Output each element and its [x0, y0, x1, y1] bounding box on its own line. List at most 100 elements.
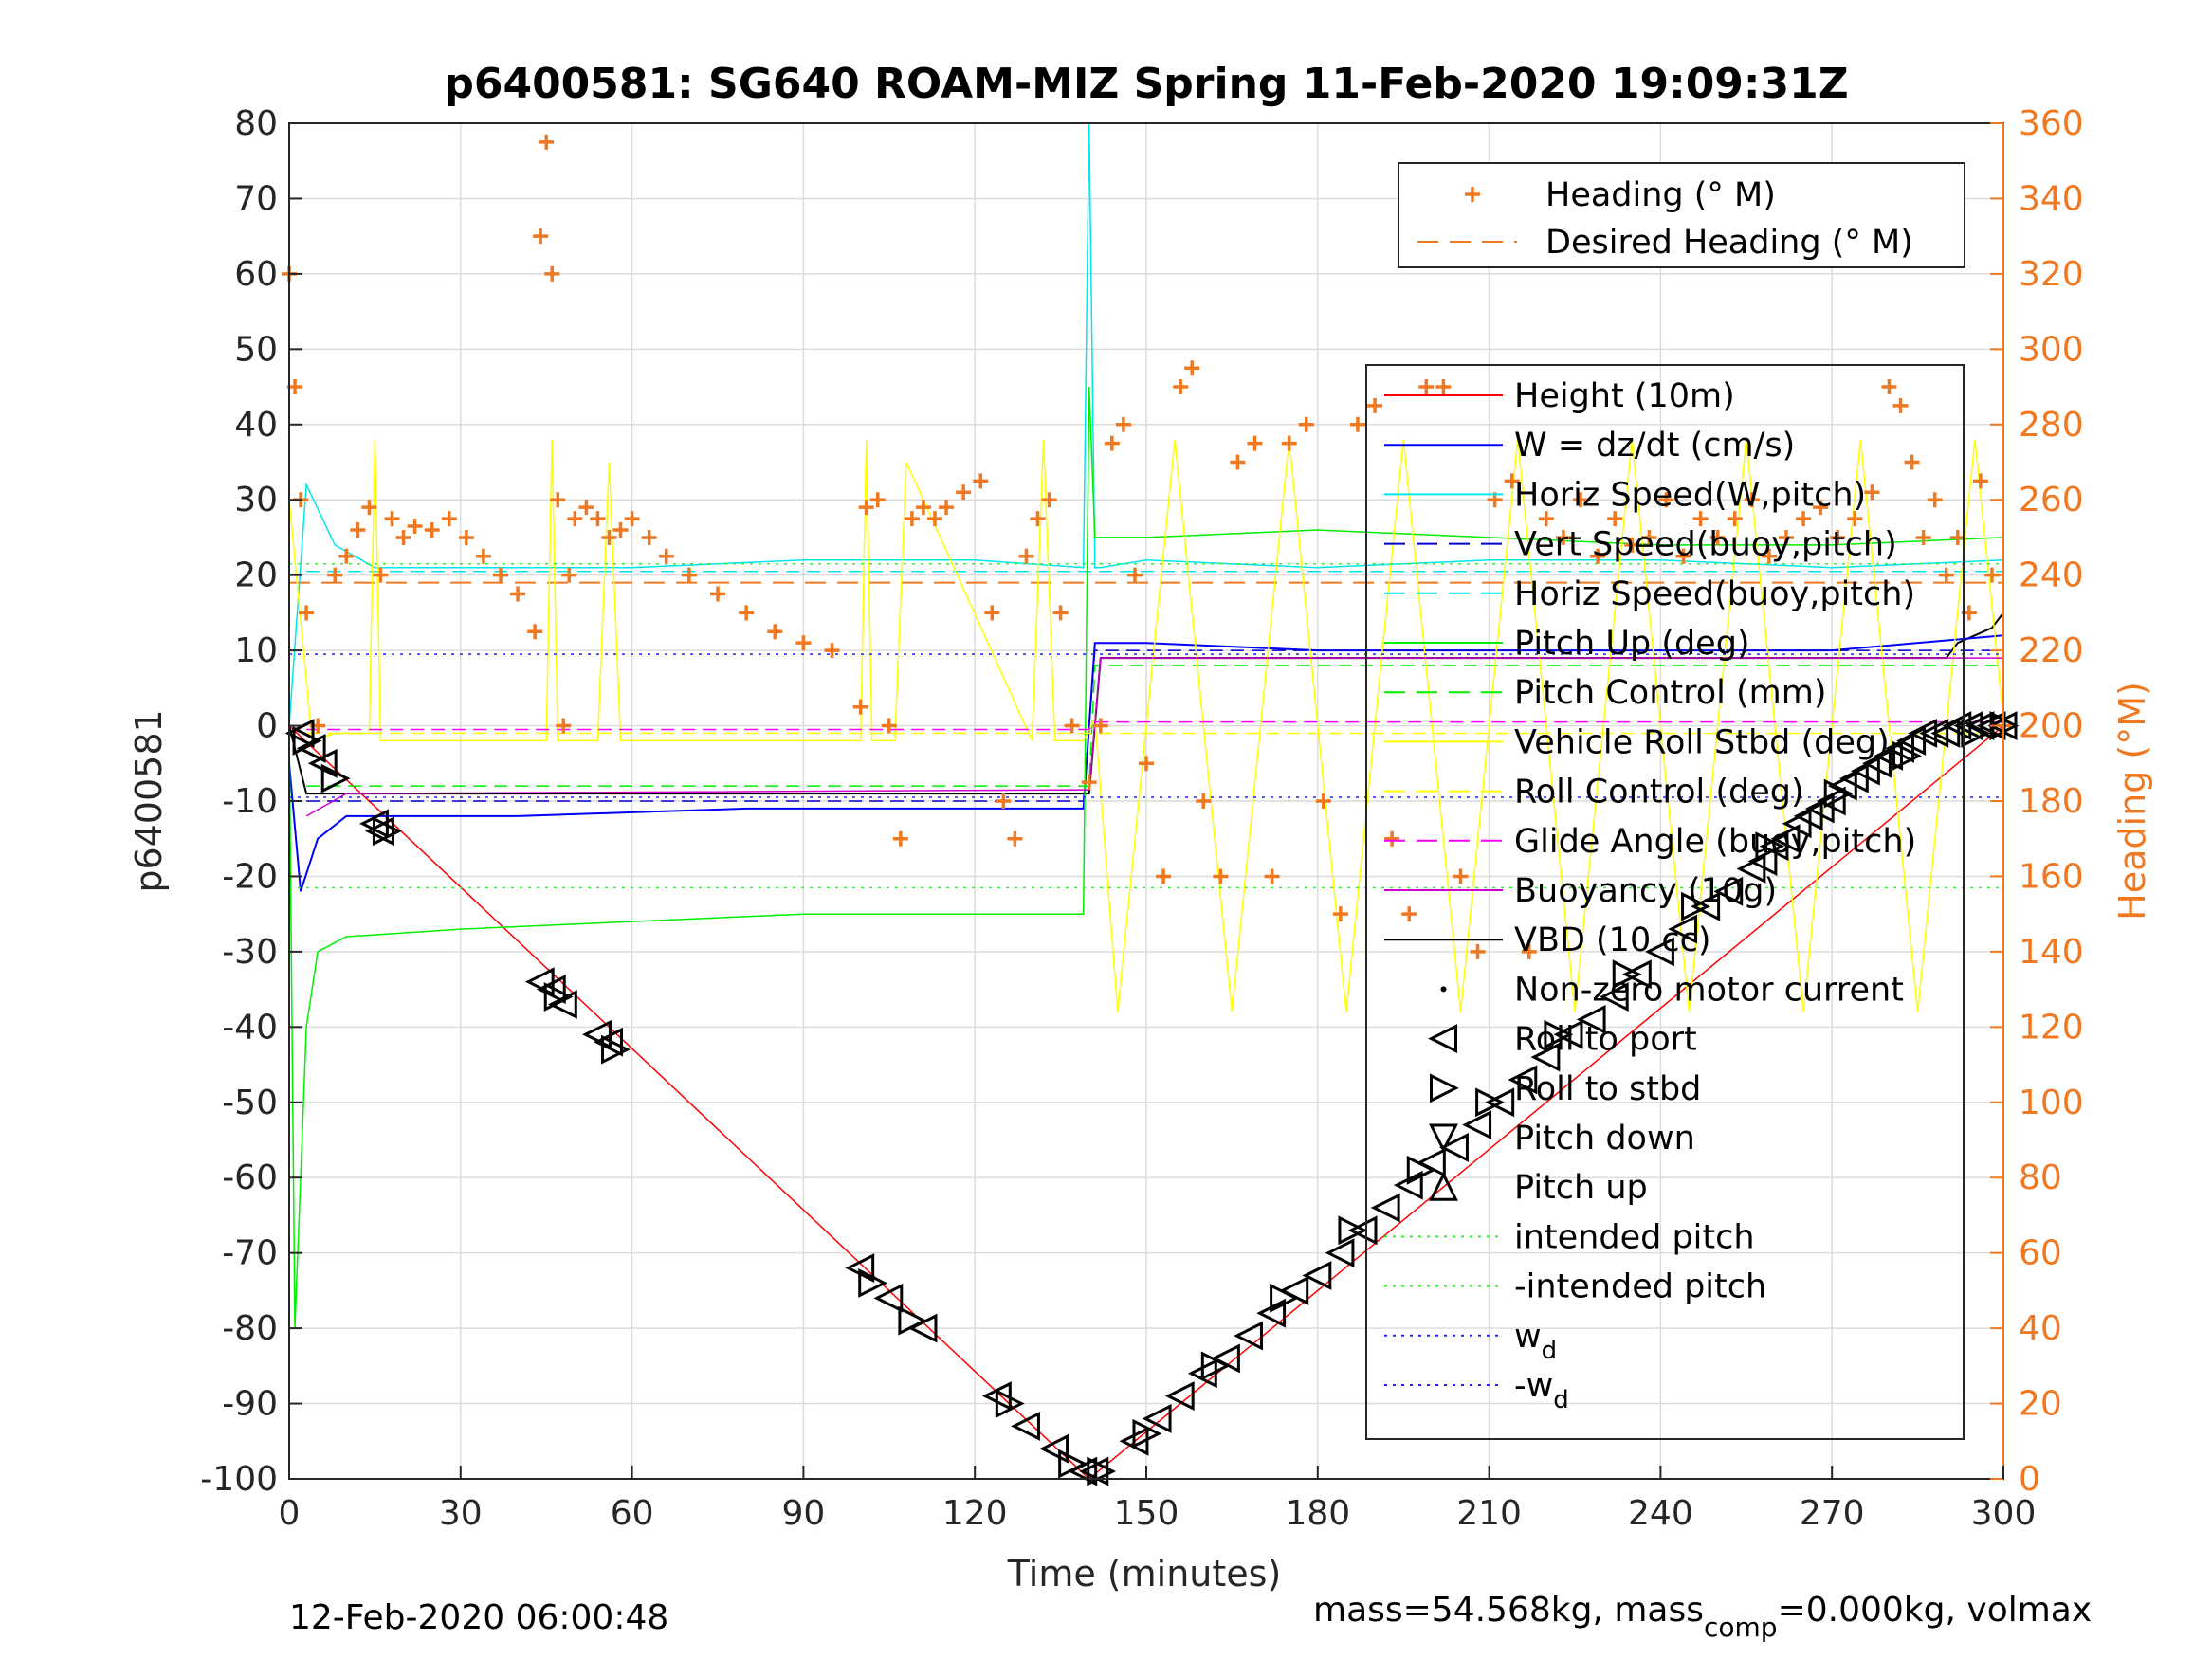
heading-point — [299, 605, 315, 621]
roll-port-marker — [1370, 1193, 1400, 1223]
heading-point — [1641, 529, 1657, 545]
heading-point — [1041, 492, 1057, 508]
y-tick-label-right: 120 — [2019, 1008, 2084, 1047]
heading-point — [1521, 943, 1537, 959]
heading-point — [527, 624, 543, 640]
roll-stbd-marker — [543, 982, 574, 1012]
footer-mass-part2: =0.000kg, volmax — [1778, 1591, 2093, 1630]
heading-point — [973, 473, 989, 489]
y-tick-label-left: -50 — [222, 1084, 278, 1122]
heading-point — [984, 605, 1000, 621]
y-tick-label-right: 140 — [2019, 933, 2084, 972]
y-tick-label-right: 220 — [2019, 631, 2084, 670]
heading-point — [550, 492, 566, 508]
y-tick-label-right: 360 — [2019, 104, 2084, 143]
legend-heading-box — [1398, 162, 1965, 268]
heading-point — [1367, 397, 1383, 413]
x-axis-label: Time (minutes) — [1007, 1553, 1282, 1595]
heading-point — [424, 522, 440, 538]
roll-port-marker — [1668, 914, 1698, 944]
heading-point — [1213, 868, 1229, 884]
y-tick-label-left: 10 — [234, 631, 278, 670]
legend-label: Glide Angle (buoy,pitch) — [1514, 823, 1916, 861]
legend-label: Roll to port — [1514, 1021, 1697, 1059]
heading-point — [915, 500, 931, 516]
heading-point — [1555, 529, 1571, 545]
heading-point — [1126, 567, 1143, 583]
heading-point — [1778, 529, 1794, 545]
legend-label: Horiz Speed(W,pitch) — [1514, 476, 1866, 514]
roll-stbd-marker — [1961, 719, 1991, 748]
heading-point — [1298, 416, 1314, 432]
roll-port-marker — [547, 990, 577, 1019]
heading-point — [1761, 548, 1777, 564]
roll-port-marker — [1347, 1215, 1378, 1246]
y-tick-label-right: 80 — [2019, 1158, 2062, 1197]
heading-point — [1538, 511, 1554, 527]
heading-point — [1938, 567, 1954, 583]
y-tick-label-left: 60 — [234, 255, 278, 294]
heading-point — [1709, 529, 1726, 545]
y-tick-label-left: -100 — [200, 1460, 278, 1499]
roll-stbd-marker — [1270, 1283, 1299, 1313]
y-tick-label-left: -80 — [222, 1309, 278, 1348]
heading-point — [1030, 511, 1046, 527]
y-tick-label-right: 320 — [2019, 255, 2084, 294]
y-tick-label-left: 50 — [234, 330, 278, 369]
y-tick-label-left: -90 — [222, 1385, 278, 1424]
roll-port-marker — [1621, 959, 1652, 990]
roll-port-marker — [1691, 891, 1721, 921]
left-axis: -100-90-80-70-60-50-40-30-20-10010203040… — [200, 104, 302, 1499]
heading-point — [1064, 718, 1080, 734]
y-tick-label-right: 240 — [2019, 556, 2084, 595]
heading-point — [1590, 548, 1606, 564]
roll-port-marker — [1325, 1238, 1355, 1268]
heading-point — [927, 511, 943, 527]
right-axis: 0 20 40 60 80 100 120 140 160 180 200 220 240 260 280 3… — [1990, 104, 2084, 1499]
legend-label: -intended pitch — [1514, 1268, 1766, 1306]
heading-point — [1607, 511, 1623, 527]
x-tick-label: 30 — [439, 1494, 483, 1533]
y-tick-label-right: 280 — [2019, 406, 2084, 445]
heading-point — [881, 718, 897, 734]
heading-point — [1018, 548, 1034, 564]
heading-point — [1796, 511, 1812, 527]
roll-port-marker — [1530, 1042, 1561, 1072]
heading-point — [533, 228, 549, 245]
roll-port-marker — [1039, 1433, 1069, 1464]
roll-port-marker — [1770, 824, 1801, 854]
roll-port-marker — [1553, 1019, 1583, 1049]
roll-stbd-marker — [1823, 778, 1854, 809]
heading-point — [869, 492, 886, 508]
roll-stbd-marker — [1755, 831, 1785, 862]
y-tick-label-left: -60 — [222, 1158, 278, 1197]
heading-point — [1384, 830, 1400, 847]
y-tick-label-left: -20 — [222, 857, 278, 896]
roll-stbd-marker — [1338, 1215, 1368, 1246]
roll-port-marker — [594, 1027, 623, 1057]
heading-point — [350, 522, 366, 538]
heading-point — [1830, 529, 1846, 545]
heading-point — [1418, 379, 1435, 395]
y-tick-label-left: -40 — [222, 1008, 278, 1047]
heading-point — [858, 500, 874, 516]
x-tick-label: 270 — [1800, 1494, 1865, 1533]
y-tick-label-left: 40 — [234, 406, 278, 445]
heading-point — [510, 586, 526, 602]
roll-stbd-marker — [858, 1268, 888, 1298]
legend-swatch-dot — [1440, 986, 1447, 993]
heading-point — [767, 624, 783, 640]
roll-stbd-marker — [601, 1034, 631, 1065]
heading-point — [658, 548, 674, 564]
roll-port-marker — [1142, 1404, 1172, 1433]
heading-point — [824, 643, 840, 659]
roll-port-marker — [1439, 1133, 1469, 1162]
heading-point — [624, 511, 640, 527]
roll-port-marker — [1462, 1110, 1492, 1140]
heading-point — [1864, 484, 1880, 501]
legend-heading: Heading (° M) Desired Heading (° M) — [1398, 162, 1965, 268]
roll-stbd-marker — [1681, 891, 1710, 921]
heading-point — [492, 567, 508, 583]
x-tick-label: 180 — [1285, 1494, 1350, 1533]
